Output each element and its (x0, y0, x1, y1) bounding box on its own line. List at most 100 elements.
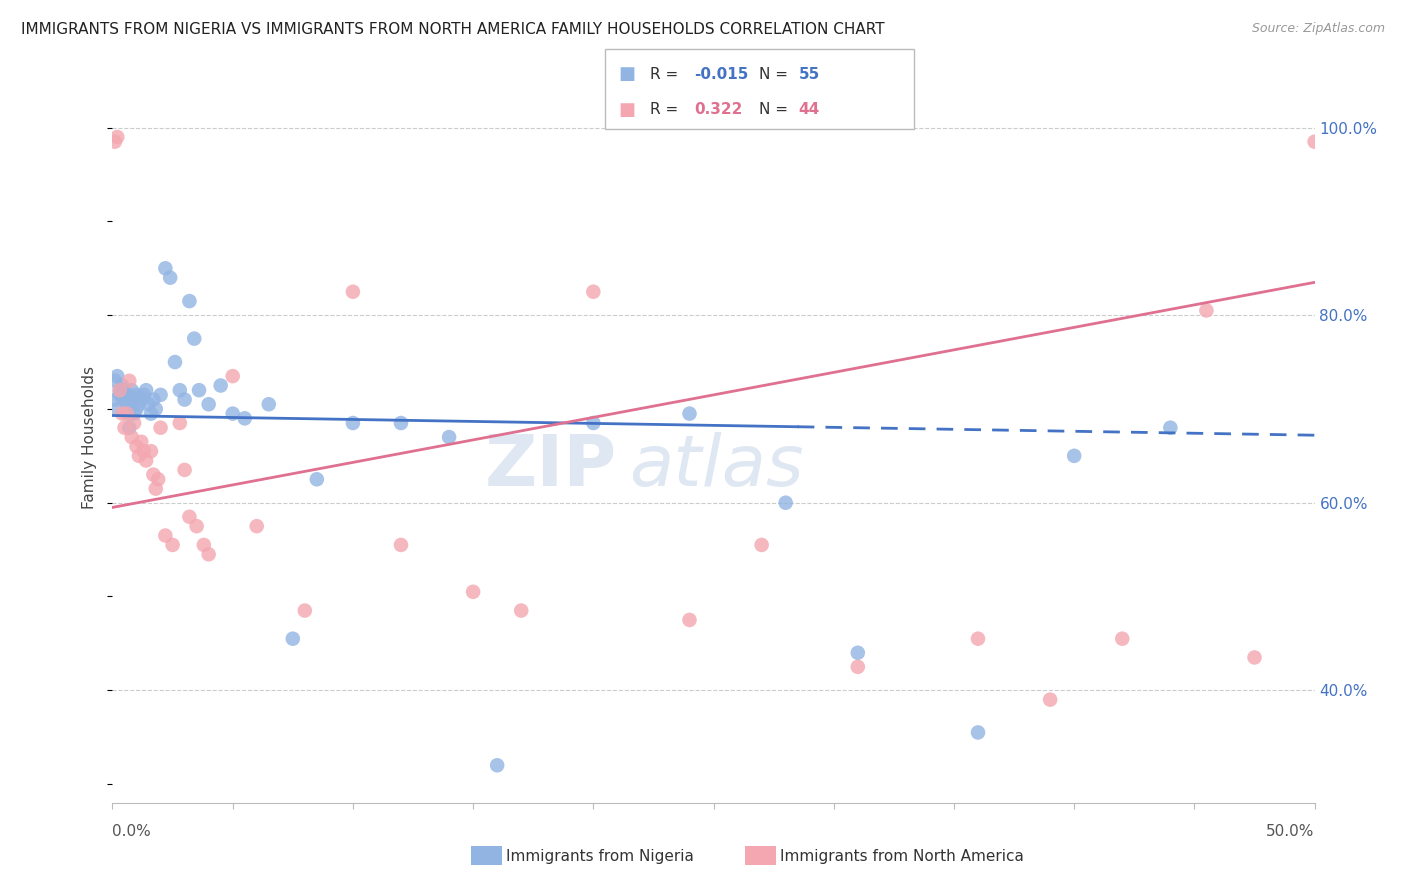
Point (1243, 650, 1265, 665)
Point (193, 538, 215, 552)
Text: R =: R = (650, 67, 683, 81)
Point (1039, 692, 1062, 706)
Point (510, 603, 533, 617)
Text: IMMIGRANTS FROM NIGERIA VS IMMIGRANTS FROM NORTH AMERICA FAMILY HOUSEHOLDS CORRE: IMMIGRANTS FROM NIGERIA VS IMMIGRANTS FR… (21, 22, 884, 37)
Text: -0.015: -0.015 (695, 67, 749, 81)
Point (135, 383, 157, 397)
Point (145, 401, 167, 416)
Point (108, 383, 131, 397)
Point (125, 440, 148, 454)
Point (389, 416, 412, 430)
Y-axis label: Family Households: Family Households (82, 366, 97, 508)
Point (246, 519, 269, 533)
Point (125, 401, 148, 416)
Text: R =: R = (650, 103, 683, 117)
Point (105, 369, 128, 384)
Text: ■: ■ (619, 65, 636, 83)
Text: 55: 55 (799, 67, 820, 81)
Point (128, 397, 150, 411)
Point (197, 547, 219, 561)
Point (115, 397, 138, 411)
Point (846, 660, 869, 674)
Point (104, 392, 127, 407)
Point (342, 416, 364, 430)
Point (582, 285, 605, 299)
Point (846, 646, 869, 660)
Point (108, 383, 131, 397)
Point (149, 420, 172, 434)
Point (105, 401, 128, 416)
Text: 0.0%: 0.0% (112, 824, 152, 838)
Text: N =: N = (759, 103, 793, 117)
Point (169, 383, 191, 397)
Point (179, 294, 201, 309)
Point (111, 378, 134, 392)
Point (751, 538, 773, 552)
Point (111, 388, 134, 402)
Point (118, 407, 141, 421)
Point (155, 528, 177, 542)
Text: atlas: atlas (630, 432, 804, 500)
Text: 44: 44 (799, 103, 820, 117)
Point (222, 369, 245, 384)
Point (294, 603, 316, 617)
Text: N =: N = (759, 67, 793, 81)
Point (111, 407, 134, 421)
Point (149, 388, 172, 402)
Point (159, 270, 181, 285)
Point (188, 383, 211, 397)
Point (122, 392, 145, 407)
Point (486, 758, 509, 772)
Point (967, 725, 990, 739)
Point (678, 613, 700, 627)
Point (183, 332, 205, 346)
Point (222, 407, 245, 421)
Point (169, 416, 191, 430)
Point (209, 378, 232, 392)
Point (155, 261, 177, 276)
Point (437, 430, 460, 444)
Point (142, 392, 165, 407)
Point (138, 397, 160, 411)
Point (115, 388, 138, 402)
Point (121, 430, 143, 444)
Point (1303, 135, 1326, 149)
Point (131, 392, 153, 407)
Point (139, 444, 162, 458)
Text: ZIP: ZIP (485, 432, 617, 500)
Point (139, 407, 162, 421)
Text: Immigrants from North America: Immigrants from North America (780, 849, 1024, 863)
Point (173, 463, 195, 477)
Point (118, 420, 141, 434)
Point (125, 388, 148, 402)
Point (114, 392, 136, 407)
Point (1195, 303, 1218, 318)
Point (461, 584, 484, 599)
Point (115, 407, 138, 421)
Point (775, 496, 797, 510)
Point (105, 130, 128, 145)
Point (678, 407, 700, 421)
Point (132, 388, 155, 402)
Text: ■: ■ (619, 101, 636, 119)
Point (104, 374, 127, 388)
Point (1159, 420, 1181, 434)
Point (342, 285, 364, 299)
Point (389, 538, 412, 552)
Text: Source: ZipAtlas.com: Source: ZipAtlas.com (1251, 22, 1385, 36)
Point (114, 420, 136, 434)
Point (145, 482, 167, 496)
Point (121, 397, 143, 411)
Point (162, 538, 184, 552)
Point (233, 411, 256, 425)
Point (173, 392, 195, 407)
Point (582, 416, 605, 430)
Point (122, 416, 145, 430)
Point (104, 135, 127, 149)
Point (118, 374, 141, 388)
Point (132, 444, 155, 458)
Point (281, 632, 304, 646)
Point (305, 472, 328, 486)
Point (163, 355, 186, 369)
Text: 50.0%: 50.0% (1267, 824, 1315, 838)
